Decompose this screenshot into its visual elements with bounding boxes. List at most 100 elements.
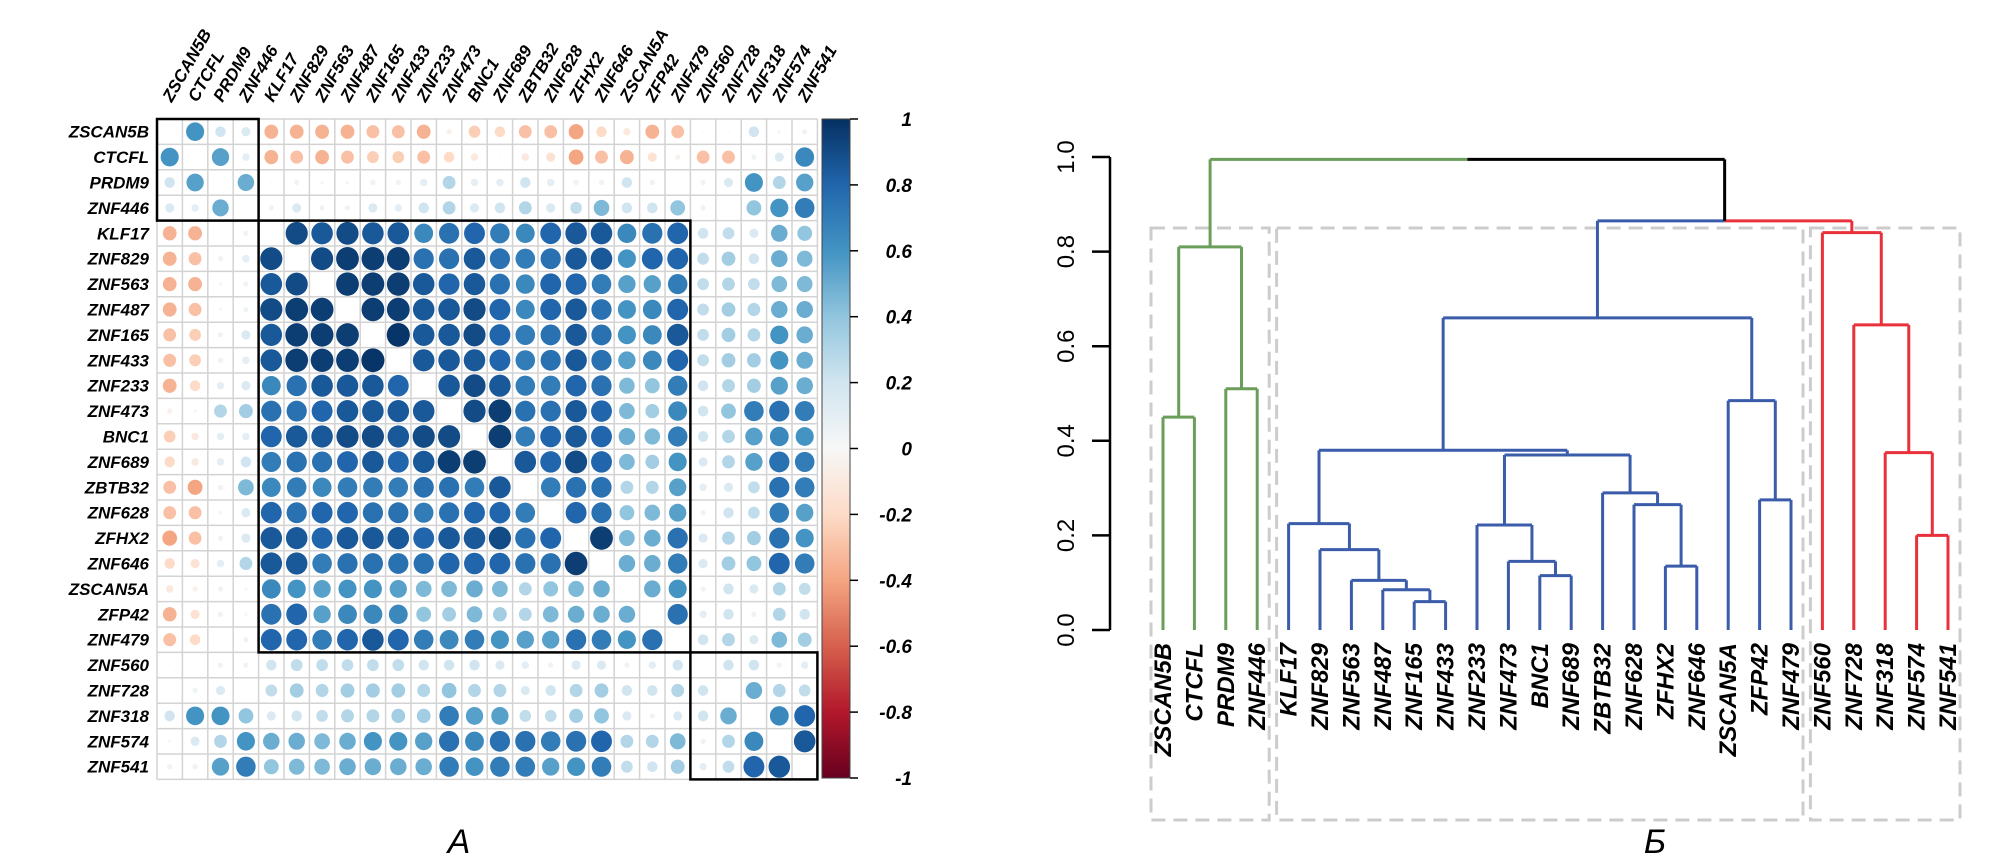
correlation-circle xyxy=(260,501,282,524)
correlation-circle xyxy=(594,683,609,698)
correlation-circle xyxy=(721,302,736,317)
correlation-circle xyxy=(363,731,382,751)
correlation-circle xyxy=(266,659,277,671)
correlation-circle xyxy=(438,248,460,270)
correlation-circle xyxy=(700,586,706,592)
correlation-circle xyxy=(591,451,612,473)
correlation-circle xyxy=(217,662,224,668)
colorbar-tick-label: -0.8 xyxy=(879,703,912,724)
correlation-circle xyxy=(540,248,561,270)
correlation-circle xyxy=(565,629,587,651)
correlation-circle xyxy=(489,501,511,524)
correlation-circle xyxy=(540,425,562,448)
correlation-circle xyxy=(311,374,333,397)
correlation-circle xyxy=(649,179,655,186)
correlation-circle xyxy=(415,732,433,751)
correlation-circle xyxy=(516,630,534,649)
correlation-circle xyxy=(188,252,202,266)
correlation-circle xyxy=(590,526,613,550)
colorbar-tick-label: -0.4 xyxy=(879,571,912,592)
correlation-circle xyxy=(642,325,662,345)
correlation-circle xyxy=(264,124,279,139)
y-axis-tick-label: 0.6 xyxy=(1053,330,1080,363)
correlation-circle xyxy=(391,708,406,724)
correlation-circle xyxy=(260,298,283,321)
correlation-circle xyxy=(285,297,309,322)
correlation-circle xyxy=(593,199,610,216)
correlation-circle xyxy=(412,425,435,448)
correlation-circle xyxy=(192,586,198,592)
correlation-circle xyxy=(644,554,661,573)
correlation-circle xyxy=(370,179,376,186)
correlation-circle xyxy=(313,605,331,624)
correlation-circle xyxy=(644,529,661,547)
correlation-circle xyxy=(288,732,305,750)
correlation-circle xyxy=(748,506,760,519)
correlation-circle xyxy=(469,203,480,213)
correlation-circle xyxy=(670,200,686,216)
correlation-circle xyxy=(270,181,273,184)
leaf-label: CTCFL xyxy=(1181,643,1208,722)
correlation-circle xyxy=(338,604,357,625)
correlation-circle xyxy=(642,299,662,320)
correlation-circle xyxy=(697,278,709,291)
correlation-circle xyxy=(565,298,587,321)
correlation-circle xyxy=(315,683,329,698)
correlation-circle xyxy=(621,685,633,696)
correlation-circle xyxy=(413,553,434,574)
y-axis-tick-label: 0.0 xyxy=(1053,613,1080,646)
row-label: ZFHX2 xyxy=(94,529,149,548)
correlation-circle xyxy=(619,530,635,547)
correlation-circle xyxy=(265,684,278,697)
correlation-circle xyxy=(770,325,789,345)
correlation-circle xyxy=(236,756,256,777)
correlation-circle xyxy=(489,730,511,752)
correlation-circle xyxy=(668,579,687,599)
correlation-circle xyxy=(439,705,459,726)
correlation-circle xyxy=(515,248,536,269)
correlation-circle xyxy=(261,375,281,396)
correlation-circle xyxy=(463,374,486,398)
correlation-circle xyxy=(515,324,536,345)
correlation-circle xyxy=(567,605,585,623)
correlation-circle xyxy=(774,152,784,162)
correlation-circle xyxy=(515,350,536,371)
correlation-circle xyxy=(744,173,763,192)
correlation-circle xyxy=(720,707,737,725)
correlation-circle xyxy=(193,409,197,413)
correlation-circle xyxy=(310,297,334,322)
correlation-circle xyxy=(239,556,253,571)
correlation-circle xyxy=(697,685,709,696)
colorbar-tick-label: 1 xyxy=(901,110,912,131)
correlation-circle xyxy=(540,273,562,295)
correlation-circle xyxy=(521,153,529,161)
correlation-circle xyxy=(438,730,460,752)
correlation-circle xyxy=(565,400,587,423)
correlation-circle xyxy=(618,275,636,294)
correlation-circle xyxy=(769,527,790,549)
correlation-circle xyxy=(489,349,511,372)
correlation-circle xyxy=(336,425,359,448)
correlation-circle xyxy=(218,282,223,286)
correlation-circle xyxy=(188,276,203,292)
row-label: ZNF646 xyxy=(87,555,150,574)
correlation-circle xyxy=(748,278,760,291)
column-labels: ZSCAN5BCTCFLPRDM9ZNF446KLF17ZNF829ZNF563… xyxy=(158,26,841,106)
correlation-circle xyxy=(387,425,410,448)
correlation-circle xyxy=(667,603,688,625)
correlation-circle xyxy=(543,581,559,597)
correlation-circle xyxy=(540,731,561,752)
correlation-circle xyxy=(387,222,410,245)
correlation-circle xyxy=(618,427,636,446)
colorbar-tick-label: 0.6 xyxy=(886,242,913,263)
correlation-circle xyxy=(413,527,435,549)
correlation-circle xyxy=(264,149,279,165)
correlation-circle xyxy=(591,730,612,753)
correlation-circle xyxy=(721,403,736,419)
correlation-circle xyxy=(463,323,486,347)
correlation-circle xyxy=(667,349,689,372)
correlation-circle xyxy=(163,633,177,647)
correlation-circle xyxy=(311,501,333,524)
correlation-circle xyxy=(367,151,379,164)
correlation-circle xyxy=(336,272,359,296)
